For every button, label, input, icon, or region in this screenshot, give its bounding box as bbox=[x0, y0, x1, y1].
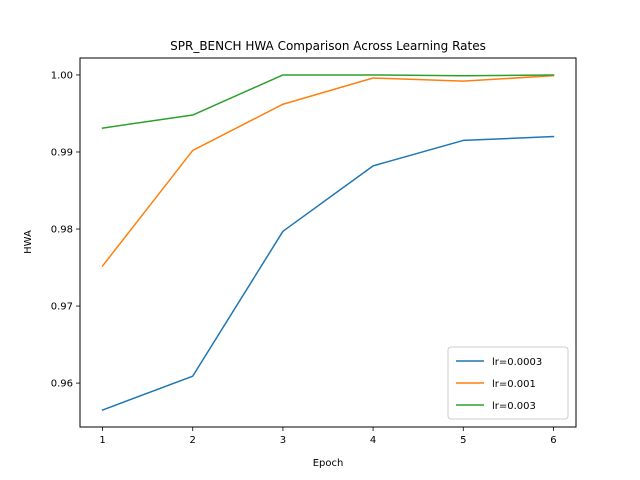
chart-title: SPR_BENCH HWA Comparison Across Learning… bbox=[170, 39, 486, 53]
series-lines bbox=[101, 74, 555, 412]
x-tick-label: 5 bbox=[460, 435, 466, 446]
y-tick-label: 0.96 bbox=[51, 379, 73, 390]
y-tick-label: 1.00 bbox=[51, 70, 73, 81]
y-axis: 0.96 0.97 0.98 0.99 1.00 bbox=[51, 70, 80, 390]
x-tick-label: 3 bbox=[280, 435, 286, 446]
x-tick-label: 2 bbox=[190, 435, 196, 446]
x-tick-label: 6 bbox=[550, 435, 556, 446]
series-line-1 bbox=[101, 135, 555, 412]
legend-label: lr=0.0003 bbox=[492, 357, 542, 368]
y-tick-label: 0.99 bbox=[51, 147, 73, 158]
y-tick-label: 0.98 bbox=[51, 225, 73, 236]
legend-label: lr=0.003 bbox=[492, 401, 536, 412]
legend-box bbox=[447, 346, 569, 420]
y-tick-label: 0.97 bbox=[51, 302, 73, 313]
y-axis-label: HWA bbox=[23, 230, 34, 254]
series-line-2 bbox=[101, 74, 555, 268]
legend-label: lr=0.001 bbox=[492, 379, 536, 390]
x-axis: 1 2 3 4 5 6 bbox=[99, 427, 557, 446]
x-tick-label: 4 bbox=[370, 435, 376, 446]
x-axis-label: Epoch bbox=[313, 458, 344, 469]
plot-frame bbox=[79, 57, 577, 428]
series-line-3 bbox=[101, 74, 555, 129]
legend: lr=0.0003 lr=0.001 lr=0.003 bbox=[447, 346, 569, 420]
x-tick-label: 1 bbox=[99, 435, 105, 446]
